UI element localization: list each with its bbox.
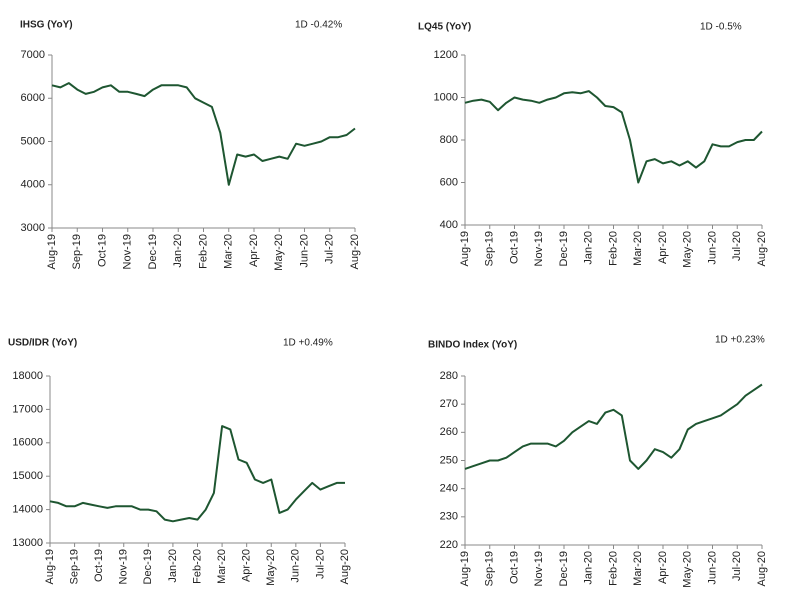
x-tick-label: Aug-19 [459, 231, 471, 266]
x-tick-label: May-20 [682, 231, 694, 268]
y-tick-label: 230 [440, 511, 458, 523]
chart-title: BINDO Index (YoY) [428, 340, 517, 351]
x-tick-label: Oct-19 [508, 231, 520, 264]
x-tick-label: May-20 [682, 551, 694, 588]
x-tick-label: Jun-20 [290, 549, 302, 583]
x-tick-label: Feb-20 [607, 551, 619, 586]
price-line [464, 90, 763, 184]
y-tick-label: 1000 [434, 91, 458, 103]
x-tick-label: May-20 [273, 234, 285, 271]
x-tick-label: Aug-19 [46, 234, 58, 269]
x-tick-label: Nov-19 [122, 234, 134, 269]
price-line [464, 383, 763, 470]
x-tick-label: Jun-20 [706, 551, 718, 585]
price-line [51, 82, 356, 186]
y-tick-label: 7000 [21, 49, 45, 61]
x-tick-label: Dec-19 [558, 231, 570, 266]
x-tick-label: Jun-20 [298, 234, 310, 268]
x-tick-label: Sep-19 [71, 234, 83, 269]
x-tick-label: Oct-19 [96, 234, 108, 267]
y-tick-label: 280 [440, 370, 458, 382]
x-tick-label: Jul-20 [324, 234, 336, 264]
x-tick-label: Dec-19 [142, 549, 154, 584]
y-tick-label: 270 [440, 398, 458, 410]
x-tick-label: Jan-20 [167, 549, 179, 583]
x-tick-label: Aug-19 [44, 549, 56, 584]
y-tick-label: 250 [440, 454, 458, 466]
x-tick-label: Mar-20 [223, 234, 235, 269]
y-tick-label: 4000 [21, 179, 45, 191]
x-tick-label: Sep-19 [68, 549, 80, 584]
change-annotation: 1D +0.23% [715, 335, 765, 346]
x-tick-label: Jan-20 [583, 551, 595, 585]
y-tick-label: 260 [440, 426, 458, 438]
change-annotation: 1D +0.49% [283, 338, 333, 349]
x-tick-label: Nov-19 [533, 231, 545, 266]
y-tick-label: 220 [440, 539, 458, 551]
y-tick-label: 800 [440, 134, 458, 146]
x-tick-label: Jul-20 [731, 231, 743, 261]
x-tick-label: Oct-19 [93, 549, 105, 582]
x-tick-label: Feb-20 [197, 234, 209, 269]
x-tick-label: Aug-20 [756, 231, 768, 266]
x-tick-label: Mar-20 [632, 551, 644, 586]
x-tick-label: Jun-20 [706, 231, 718, 265]
x-tick-label: Dec-19 [558, 551, 570, 586]
price-line [49, 425, 345, 523]
x-tick-label: Aug-20 [349, 234, 361, 269]
x-tick-label: Aug-20 [339, 549, 351, 584]
x-tick-label: Nov-19 [118, 549, 130, 584]
y-tick-label: 14000 [12, 504, 43, 516]
x-tick-label: Feb-20 [607, 231, 619, 266]
x-tick-label: Apr-20 [657, 231, 669, 264]
y-tick-label: 17000 [12, 403, 43, 415]
x-tick-label: Aug-19 [459, 551, 471, 586]
chart-title: USD/IDR (YoY) [8, 338, 77, 349]
y-tick-label: 15000 [12, 470, 43, 482]
y-tick-label: 1200 [434, 49, 458, 61]
x-tick-label: Jul-20 [731, 551, 743, 581]
x-tick-label: Sep-19 [484, 551, 496, 586]
x-tick-label: Apr-20 [241, 549, 253, 582]
x-tick-label: May-20 [265, 549, 277, 586]
chart-title: IHSG (YoY) [20, 20, 73, 31]
chart-title: LQ45 (YoY) [418, 22, 471, 33]
y-tick-label: 6000 [21, 92, 45, 104]
y-tick-label: 3000 [21, 222, 45, 234]
x-tick-label: Oct-19 [508, 551, 520, 584]
x-tick-label: Dec-19 [147, 234, 159, 269]
x-tick-label: Jan-20 [583, 231, 595, 265]
y-tick-label: 240 [440, 483, 458, 495]
x-tick-label: Jan-20 [172, 234, 184, 268]
x-tick-label: Jul-20 [314, 549, 326, 579]
y-tick-label: 600 [440, 176, 458, 188]
y-tick-label: 13000 [12, 537, 43, 549]
change-annotation: 1D -0.42% [295, 20, 342, 31]
x-tick-label: Nov-19 [533, 551, 545, 586]
x-tick-label: Aug-20 [756, 551, 768, 586]
y-tick-label: 400 [440, 219, 458, 231]
x-tick-label: Apr-20 [248, 234, 260, 267]
change-annotation: 1D -0.5% [700, 22, 742, 33]
y-tick-label: 5000 [21, 135, 45, 147]
x-tick-label: Feb-20 [191, 549, 203, 584]
x-tick-label: Mar-20 [216, 549, 228, 584]
x-tick-label: Sep-19 [484, 231, 496, 266]
y-tick-label: 16000 [12, 437, 43, 449]
x-tick-label: Apr-20 [657, 551, 669, 584]
x-tick-label: Mar-20 [632, 231, 644, 266]
y-tick-label: 18000 [12, 370, 43, 382]
